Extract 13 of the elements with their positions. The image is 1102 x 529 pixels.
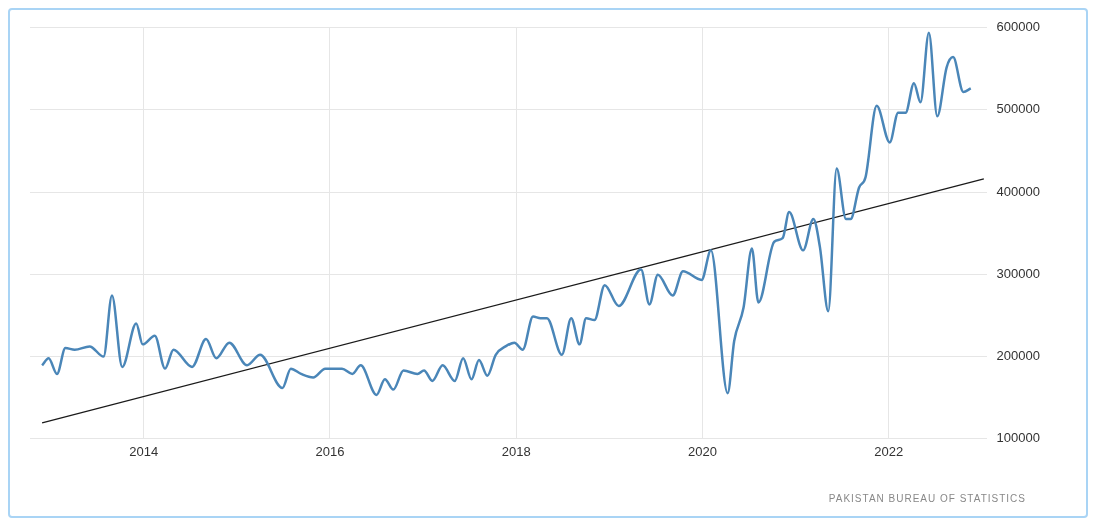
line-series bbox=[40, 31, 973, 397]
y-tick-label: 100000 bbox=[996, 429, 1041, 445]
y-tick-label: 300000 bbox=[996, 265, 1041, 281]
x-tick-label: 2014 bbox=[129, 443, 159, 459]
y-tick-label: 400000 bbox=[996, 183, 1041, 199]
x-tick-label: 2020 bbox=[688, 443, 717, 459]
y-tick-label: 200000 bbox=[996, 347, 1041, 363]
text: PAKISTAN BUREAU OF STATISTICS bbox=[828, 493, 1026, 504]
x-tick-label: 2016 bbox=[315, 443, 345, 459]
x-tick-label: 2018 bbox=[501, 443, 531, 459]
y-tick-label: 600000 bbox=[996, 19, 1041, 35]
x-tick-label: 2022 bbox=[874, 443, 904, 459]
y-tick-label: 500000 bbox=[996, 101, 1041, 117]
